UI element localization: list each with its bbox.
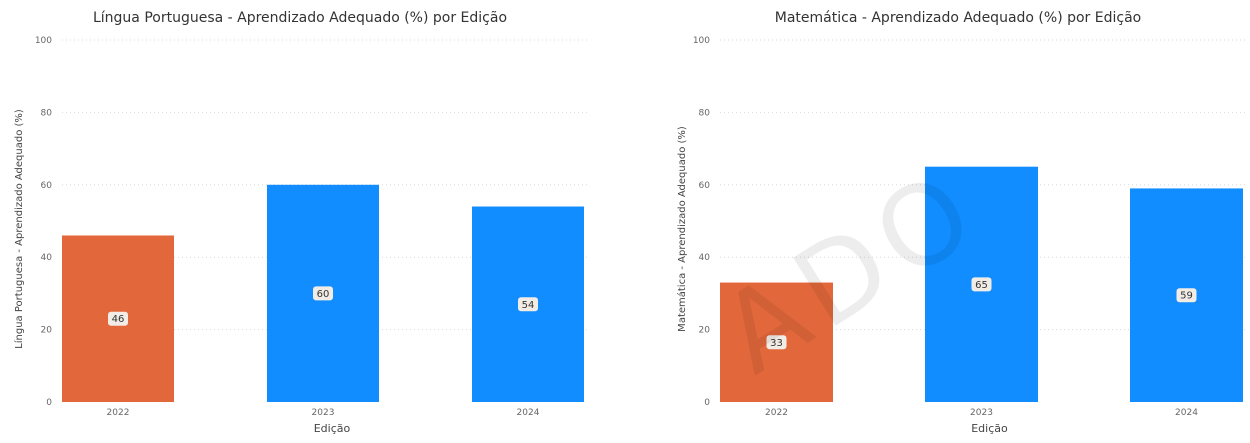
y-tick-label: 20 [699,326,711,336]
data-label-background [1176,288,1197,303]
y-tick-label: 40 [41,253,53,263]
data-label-background [108,311,128,326]
data-label-background [766,335,787,350]
y-tick-label: 80 [41,108,53,118]
x-tick-label: 2022 [765,408,788,418]
y-tick-label: 60 [41,181,53,191]
data-label: 60 [317,289,330,300]
x-tick-label: 2024 [517,408,540,418]
y-tick-label: 80 [699,108,711,118]
y-tick-label: 100 [35,36,52,46]
data-label-background [971,277,992,292]
data-label-background [518,297,538,312]
y-tick-label: 0 [46,398,52,408]
y-tick-label: 100 [693,36,710,46]
chart-matematica: Matemática - Aprendizado Adequado (%) po… [676,10,1247,435]
y-axis-label: Língua Portuguesa - Aprendizado Adequado… [13,109,25,349]
chart-title: Matemática - Aprendizado Adequado (%) po… [775,10,1141,26]
chart-title: Língua Portuguesa - Aprendizado Adequado… [93,10,507,26]
y-axis-label: Matemática - Aprendizado Adequado (%) [676,126,688,332]
data-label: 46 [112,314,125,325]
x-axis-label: Edição [971,422,1008,435]
chart-lingua-portuguesa: Língua Portuguesa - Aprendizado Adequado… [13,10,590,435]
x-tick-label: 2022 [107,408,130,418]
data-label: 65 [975,280,988,291]
x-tick-label: 2024 [1175,408,1198,418]
data-label-background [313,286,333,301]
x-tick-label: 2023 [312,408,335,418]
data-label: 54 [522,300,535,311]
y-tick-label: 40 [699,253,711,263]
data-label: 59 [1180,291,1193,302]
y-tick-label: 20 [41,326,53,336]
y-tick-label: 60 [699,181,711,191]
y-tick-label: 0 [704,398,710,408]
x-axis-label: Edição [314,422,351,435]
data-label: 33 [770,338,783,349]
x-tick-label: 2023 [970,408,993,418]
